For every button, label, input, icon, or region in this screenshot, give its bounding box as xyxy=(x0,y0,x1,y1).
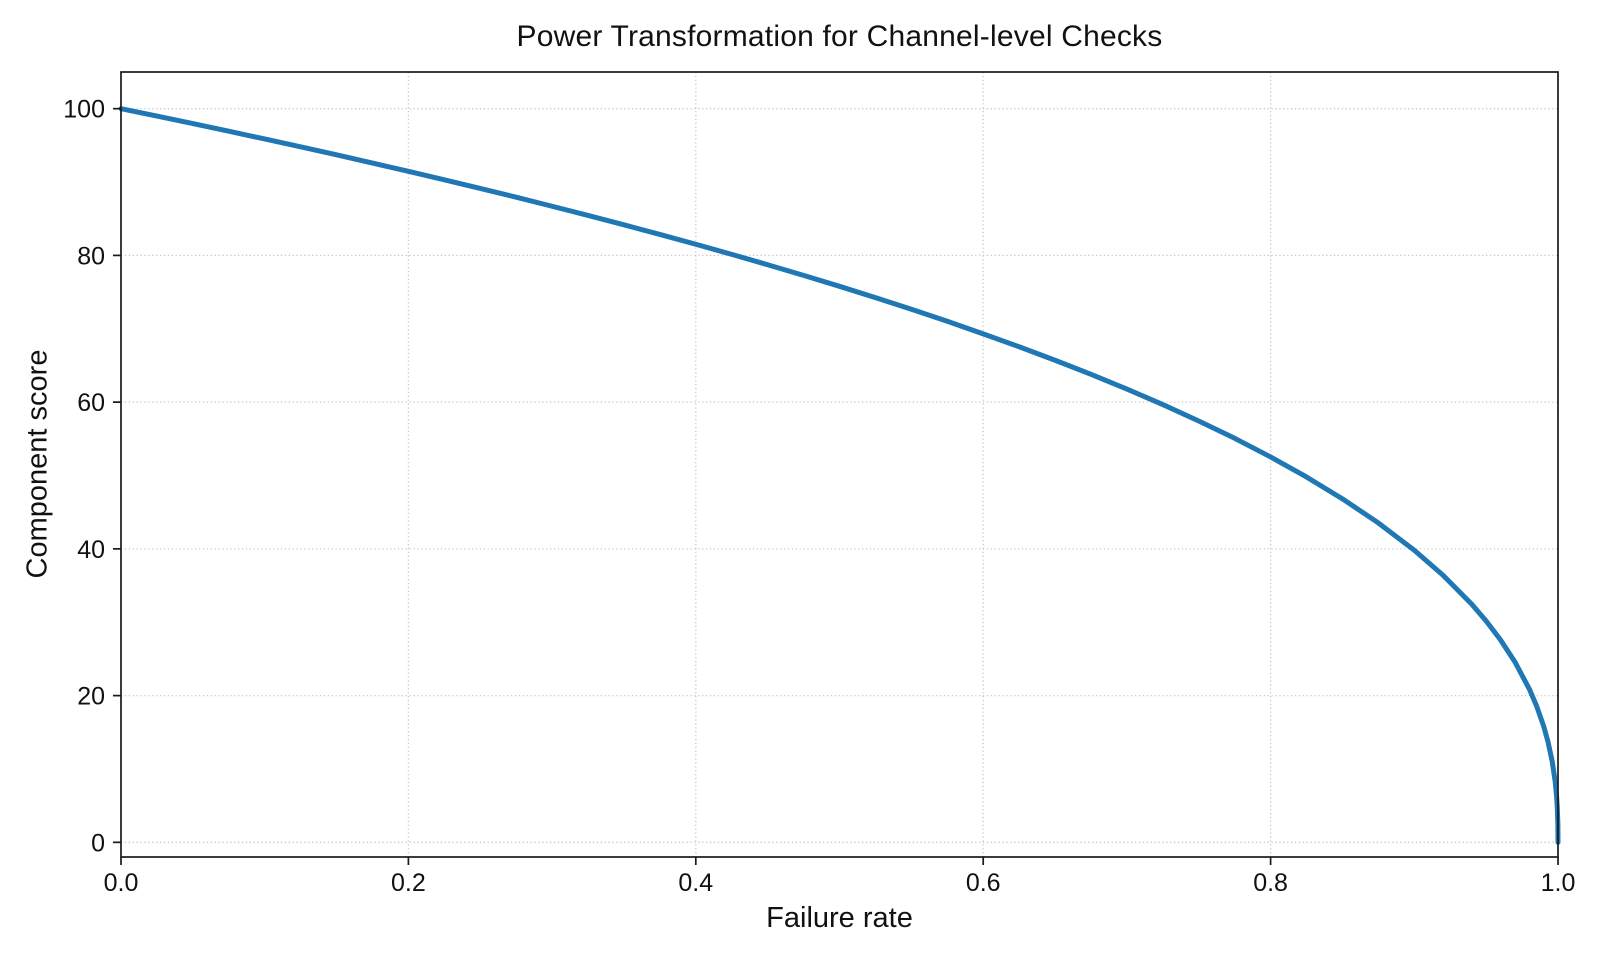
y-tick-label: 60 xyxy=(77,389,105,417)
x-tick-label: 0.6 xyxy=(966,869,1001,897)
y-tick-label: 0 xyxy=(91,829,105,857)
y-tick-label: 40 xyxy=(77,536,105,564)
x-axis-label: Failure rate xyxy=(766,902,913,934)
y-tick-label: 100 xyxy=(63,96,105,124)
x-tick-label: 0.0 xyxy=(104,869,139,897)
plot-border xyxy=(120,71,1559,858)
x-tick-label: 1.0 xyxy=(1541,869,1576,897)
chart-title: Power Transformation for Channel-level C… xyxy=(516,20,1163,53)
y-tick-label: 80 xyxy=(77,242,105,270)
y-tick-label: 20 xyxy=(77,683,105,711)
x-tick-label: 0.4 xyxy=(678,869,713,897)
x-tick-label: 0.8 xyxy=(1253,869,1288,897)
series-line xyxy=(118,106,1561,845)
x-tick-label: 0.2 xyxy=(391,869,426,897)
